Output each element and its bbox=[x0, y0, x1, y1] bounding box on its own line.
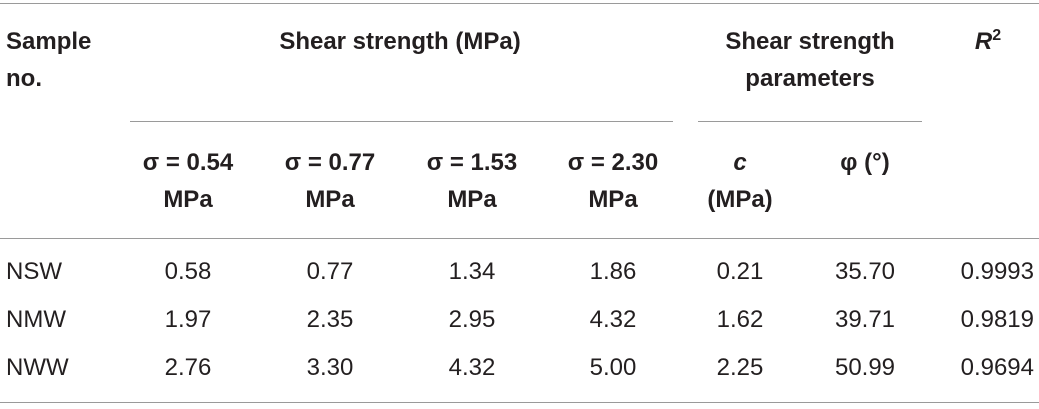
table-cell: 1.97 bbox=[164, 306, 212, 333]
header-text: R bbox=[974, 28, 993, 55]
header-text: (MPa) bbox=[707, 186, 773, 213]
table-cell: 4.32 bbox=[448, 354, 496, 381]
header-cell: Shear strength (MPa) bbox=[279, 28, 521, 55]
subheader-cell: σ = 1.53 MPa bbox=[426, 149, 518, 213]
table-cell: 2.35 bbox=[306, 306, 354, 333]
table-cell: 1.86 bbox=[589, 258, 637, 285]
header-cell: Shear strength parameters bbox=[725, 28, 895, 92]
table-cell: 5.00 bbox=[589, 354, 637, 381]
table-cell: 39.71 bbox=[834, 306, 896, 333]
table-cell: NWW bbox=[6, 354, 69, 381]
table-cell: 0.21 bbox=[716, 258, 764, 285]
table-cell: 1.62 bbox=[716, 306, 764, 333]
header-cell: R2 bbox=[948, 23, 1028, 60]
table-cell: 0.9819 bbox=[960, 306, 1034, 333]
table-cell: 3.30 bbox=[306, 354, 354, 381]
bottom-rule bbox=[0, 402, 1039, 403]
table-cell: NMW bbox=[6, 306, 66, 333]
table-cell: NSW bbox=[6, 258, 62, 285]
group-rule bbox=[130, 121, 673, 122]
table-cell: 2.76 bbox=[164, 354, 212, 381]
subheader-cell: σ = 0.77 MPa bbox=[284, 149, 376, 213]
table-cell: 0.58 bbox=[164, 258, 212, 285]
table-cell: 4.32 bbox=[589, 306, 637, 333]
header-rule bbox=[0, 238, 1039, 239]
table-cell: 0.9694 bbox=[960, 354, 1034, 381]
table-cell: 50.99 bbox=[834, 354, 896, 381]
header-text: c bbox=[733, 149, 747, 176]
subheader-cell: σ = 0.54 MPa bbox=[142, 149, 234, 213]
subheader-cell: σ = 2.30 MPa bbox=[567, 149, 659, 213]
table-cell: 2.95 bbox=[448, 306, 496, 333]
table-cell: 2.25 bbox=[716, 354, 764, 381]
subheader-cell: φ (°) bbox=[840, 149, 890, 176]
header-text: 2 bbox=[992, 27, 1002, 44]
table-cell: 0.77 bbox=[306, 258, 354, 285]
table-cell: 35.70 bbox=[834, 258, 896, 285]
table-cell: 0.9993 bbox=[960, 258, 1034, 285]
group-rule bbox=[698, 121, 922, 122]
table-cell: 1.34 bbox=[448, 258, 496, 285]
subheader-cell: c (MPa) bbox=[677, 144, 803, 218]
top-rule bbox=[0, 3, 1039, 4]
header-cell: Sample no. bbox=[6, 28, 92, 92]
